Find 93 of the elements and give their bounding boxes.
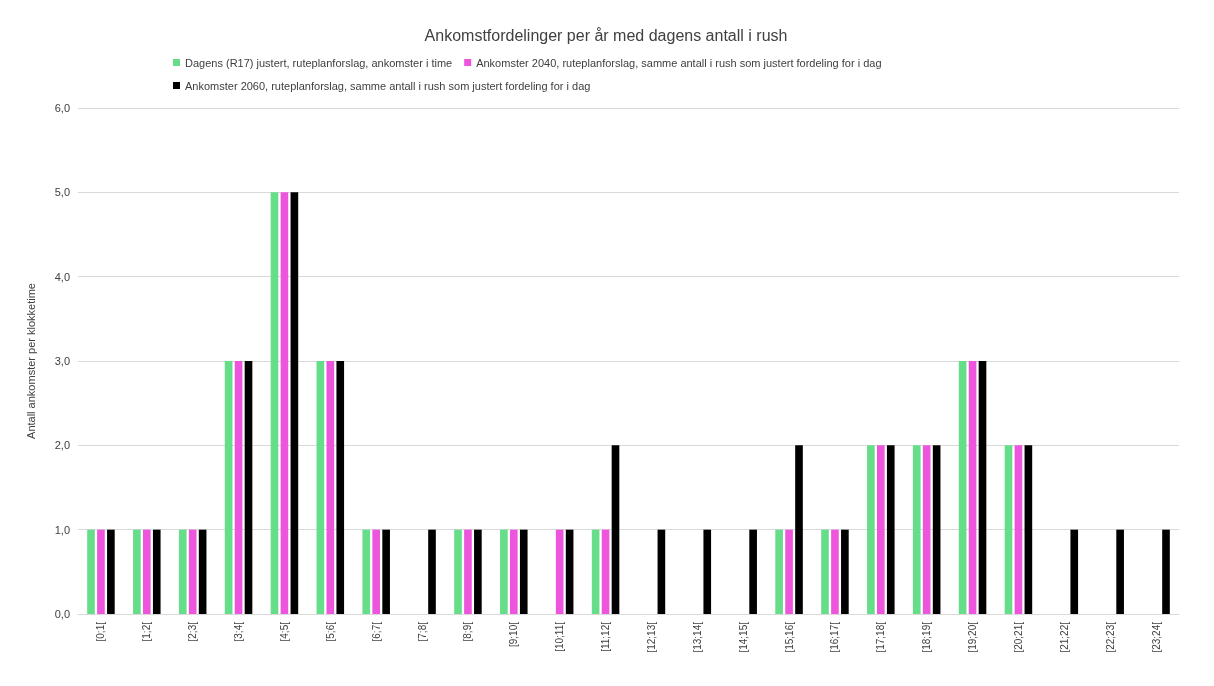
y-tick-label: 3,0	[54, 355, 70, 367]
bar	[362, 529, 371, 614]
x-tick-label: [11;12[	[600, 621, 612, 652]
bar	[876, 445, 885, 614]
bar	[1014, 445, 1023, 614]
x-tick-label: [15;16[	[783, 621, 795, 653]
bar	[968, 361, 977, 614]
y-tick-label: 0,0	[54, 608, 70, 620]
bar	[316, 361, 325, 614]
x-tick-label: [4;5[	[278, 621, 290, 642]
legend-label: Ankomster 2040, ruteplanforslag, samme antall i rush som justert fordeling for i dag	[476, 56, 882, 69]
bar	[886, 445, 895, 614]
x-tick-label: [8;9[	[462, 621, 474, 642]
bar	[270, 192, 279, 614]
x-tick-label: [19;20[	[967, 621, 979, 653]
bar	[519, 529, 528, 614]
x-tick-label: [23;24[	[1150, 621, 1162, 653]
bar	[821, 529, 829, 614]
y-tick-label: 6,0	[54, 102, 70, 114]
bar	[107, 529, 115, 614]
x-tick-label: [7;8[	[416, 621, 428, 642]
bar	[372, 529, 381, 614]
bar	[509, 529, 518, 614]
bar	[1004, 445, 1013, 614]
bar	[382, 529, 390, 614]
bar	[464, 529, 472, 614]
x-tick-label: [17;18[	[875, 621, 887, 653]
bar	[591, 529, 600, 614]
x-tick-label: [21;22[	[1058, 621, 1070, 653]
bar	[657, 529, 666, 614]
y-tick-label: 4,0	[54, 270, 70, 283]
bar	[474, 529, 482, 614]
bar	[775, 529, 783, 614]
x-tick-label: [0;1[	[95, 621, 107, 642]
x-tick-label: [14;15[	[737, 621, 749, 653]
legend-label: Dagens (R17) justert, ruteplanforslag, ankomster i time	[185, 56, 453, 69]
bar	[224, 361, 233, 614]
bar	[601, 529, 610, 614]
bar	[958, 361, 967, 614]
y-tick-label: 1,0	[54, 523, 70, 536]
bar	[785, 529, 793, 614]
x-tick-label: [22;23[	[1104, 621, 1116, 653]
bar	[1162, 529, 1170, 614]
bar	[97, 529, 105, 614]
bar	[1024, 445, 1033, 614]
bar	[133, 529, 141, 614]
bar	[912, 445, 921, 614]
bar	[336, 361, 345, 614]
bar	[234, 361, 243, 614]
bar	[142, 529, 151, 614]
bar	[1116, 529, 1124, 614]
bar	[454, 529, 462, 614]
bar	[565, 529, 574, 614]
bar	[188, 529, 197, 614]
x-tick-label: [9;10[	[508, 621, 520, 648]
bar	[280, 192, 289, 614]
x-tick-label: [6;7[	[370, 621, 382, 642]
bar	[152, 529, 161, 614]
y-axis-title: Antall ankomster per klokketime	[24, 283, 37, 439]
bar	[244, 361, 253, 614]
bar	[978, 361, 987, 614]
x-tick-label: [2;3[	[187, 621, 199, 642]
bar	[841, 529, 849, 614]
x-tick-label: [10;11[	[554, 621, 566, 652]
y-tick-label: 2,0	[54, 439, 70, 452]
bar	[326, 361, 335, 614]
bar	[922, 445, 931, 614]
bar	[428, 529, 436, 614]
x-tick-label: [1;2[	[141, 621, 153, 642]
legend-label: Ankomster 2060, ruteplanforslag, samme antall i rush som justert fordeling for i dag	[185, 79, 591, 92]
bar	[795, 445, 803, 614]
bar	[555, 529, 564, 614]
bar	[500, 529, 508, 614]
x-tick-label: [12;13[	[645, 621, 657, 653]
bar	[703, 529, 712, 614]
bar	[178, 529, 187, 614]
bar	[831, 529, 839, 614]
x-tick-label: [13;14[	[691, 621, 703, 653]
bar	[932, 445, 941, 614]
bar	[1070, 529, 1079, 614]
x-tick-label: [20;21[	[1012, 621, 1024, 653]
x-tick-label: [18;19[	[921, 621, 933, 653]
y-tick-label: 5,0	[54, 186, 70, 199]
bar	[87, 529, 95, 614]
bar	[611, 445, 620, 614]
bar	[749, 529, 757, 614]
bar	[867, 445, 875, 614]
x-tick-label: [16;17[	[829, 621, 841, 653]
bar	[290, 192, 299, 614]
chart-title: Ankomstfordelinger per år med dagens antall i rush	[424, 26, 788, 44]
bar	[198, 529, 207, 614]
x-tick-label: [5;6[	[324, 621, 336, 642]
x-tick-label: [3;4[	[233, 621, 245, 642]
